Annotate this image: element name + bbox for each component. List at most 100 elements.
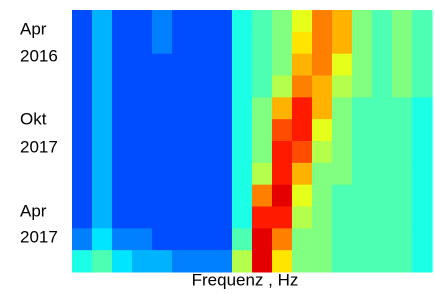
heatmap-cell <box>172 163 193 185</box>
heatmap-cell <box>292 54 313 76</box>
heatmap-cell <box>172 119 193 141</box>
heatmap-cell <box>192 32 213 54</box>
heatmap-cell <box>332 10 353 32</box>
heatmap-cell <box>392 141 413 163</box>
heatmap-cell <box>232 119 253 141</box>
heatmap-cell <box>312 163 333 185</box>
heatmap-cell <box>72 32 93 54</box>
heatmap-cell <box>172 10 193 32</box>
heatmap-cell <box>352 163 373 185</box>
heatmap-cell <box>412 163 433 185</box>
heatmap-cell <box>112 163 133 185</box>
heatmap-cell <box>212 54 233 76</box>
heatmap-cell <box>132 54 153 76</box>
heatmap-cell <box>72 141 93 163</box>
heatmap-cell <box>232 228 253 250</box>
heatmap-cell <box>352 250 373 272</box>
heatmap-cell <box>92 163 113 185</box>
heatmap-cell <box>192 97 213 119</box>
heatmap-cell <box>212 163 233 185</box>
heatmap-cell <box>152 119 173 141</box>
heatmap-cell <box>72 163 93 185</box>
heatmap-cell <box>412 185 433 207</box>
heatmap-cell <box>272 97 293 119</box>
heatmap-cell <box>132 228 153 250</box>
heatmap-cell <box>152 141 173 163</box>
heatmap-cell <box>152 76 173 98</box>
heatmap-cell <box>312 10 333 32</box>
heatmap-cell <box>112 228 133 250</box>
heatmap-cell <box>292 185 313 207</box>
heatmap-cell <box>352 141 373 163</box>
heatmap-cell <box>372 97 393 119</box>
heatmap-cell <box>152 163 173 185</box>
heatmap-cell <box>292 32 313 54</box>
heatmap-cell <box>412 207 433 229</box>
heatmap-cell <box>112 54 133 76</box>
heatmap-cell <box>132 163 153 185</box>
heatmap-cell <box>392 250 413 272</box>
heatmap-cell <box>92 185 113 207</box>
heatmap-cell <box>272 250 293 272</box>
heatmap-cell <box>72 10 93 32</box>
heatmap-cell <box>252 185 273 207</box>
heatmap-cell <box>112 185 133 207</box>
heatmap-cell <box>72 76 93 98</box>
heatmap-cell <box>112 141 133 163</box>
heatmap-cell <box>272 32 293 54</box>
heatmap-cell <box>252 10 273 32</box>
heatmap-cell <box>92 10 113 32</box>
heatmap-cell <box>312 228 333 250</box>
heatmap-cell <box>272 76 293 98</box>
heatmap-cell <box>412 32 433 54</box>
heatmap-cell <box>132 76 153 98</box>
heatmap-cell <box>232 76 253 98</box>
heatmap-cell <box>172 32 193 54</box>
heatmap-cell <box>272 185 293 207</box>
heatmap-cell <box>252 76 273 98</box>
heatmap-cell <box>112 119 133 141</box>
heatmap-cell <box>352 54 373 76</box>
heatmap-cell <box>172 185 193 207</box>
heatmap-cell <box>392 32 413 54</box>
heatmap-cell <box>212 119 233 141</box>
heatmap-cell <box>152 185 173 207</box>
heatmap-cell <box>212 76 233 98</box>
heatmap-cell <box>372 185 393 207</box>
heatmap-cell <box>132 97 153 119</box>
heatmap-cell <box>332 141 353 163</box>
heatmap-cell <box>312 185 333 207</box>
heatmap-cell <box>172 228 193 250</box>
heatmap-cell <box>72 250 93 272</box>
heatmap-cell <box>212 207 233 229</box>
heatmap-cell <box>172 250 193 272</box>
heatmap-cell <box>392 207 413 229</box>
heatmap-cell <box>92 119 113 141</box>
heatmap-cell <box>192 185 213 207</box>
heatmap-cell <box>132 119 153 141</box>
heatmap-cell <box>272 141 293 163</box>
heatmap-cell <box>232 163 253 185</box>
heatmap-cell <box>272 228 293 250</box>
heatmap-cell <box>232 54 253 76</box>
heatmap-cell <box>372 250 393 272</box>
heatmap-cell <box>192 119 213 141</box>
heatmap-cell <box>212 97 233 119</box>
heatmap-cell <box>172 76 193 98</box>
heatmap-cell <box>372 163 393 185</box>
heatmap-cell <box>152 32 173 54</box>
heatmap-cell <box>232 97 253 119</box>
heatmap-cell <box>232 141 253 163</box>
heatmap-cell <box>372 141 393 163</box>
heatmap-cell <box>352 97 373 119</box>
heatmap-cell <box>72 185 93 207</box>
heatmap-cell <box>392 228 413 250</box>
heatmap-cell <box>192 76 213 98</box>
heatmap-cell <box>352 207 373 229</box>
heatmap-cell <box>192 54 213 76</box>
heatmap-cell <box>212 10 233 32</box>
heatmap-cell <box>332 119 353 141</box>
heatmap-cell <box>192 141 213 163</box>
heatmap-cell <box>232 32 253 54</box>
heatmap-cell <box>72 54 93 76</box>
